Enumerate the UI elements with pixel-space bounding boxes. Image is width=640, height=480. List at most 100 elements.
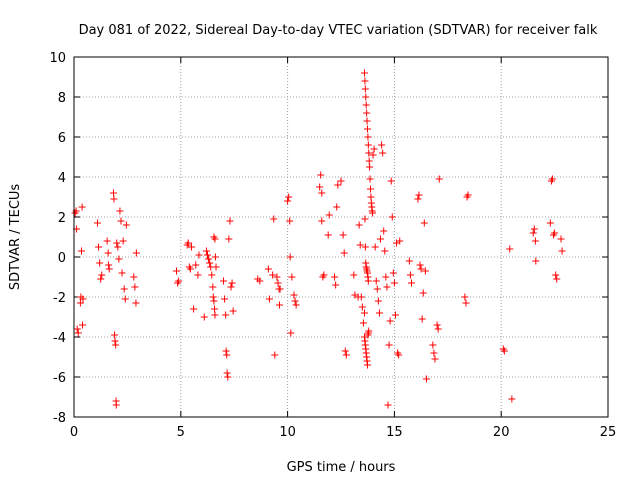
data-point	[227, 283, 235, 291]
data-point	[208, 271, 216, 279]
data-point	[275, 301, 283, 309]
data-point	[529, 229, 537, 237]
data-point	[131, 283, 139, 291]
data-point	[284, 197, 292, 205]
data-point	[389, 269, 397, 277]
data-point	[363, 125, 371, 133]
data-point	[132, 249, 140, 257]
data-point	[429, 341, 437, 349]
data-point	[430, 349, 438, 357]
data-point	[365, 327, 373, 335]
data-point	[364, 141, 372, 149]
data-point	[93, 219, 101, 227]
data-point	[406, 271, 414, 279]
data-point	[116, 207, 124, 215]
data-point	[558, 247, 566, 255]
data-point	[211, 311, 219, 319]
data-point	[360, 69, 368, 77]
data-point	[256, 277, 264, 285]
y-tick-label: -4	[53, 331, 66, 346]
data-point	[111, 337, 119, 345]
data-point	[113, 239, 121, 247]
data-point	[435, 175, 443, 183]
y-tick-label: -8	[53, 411, 66, 426]
x-tick-label: 5	[177, 425, 185, 440]
data-point	[324, 231, 332, 239]
data-point	[122, 221, 130, 229]
data-point	[224, 373, 232, 381]
data-point	[361, 77, 369, 85]
data-point	[225, 235, 233, 243]
data-point	[211, 305, 219, 313]
y-tick-label: 0	[58, 251, 66, 266]
data-point	[119, 237, 127, 245]
data-point	[370, 145, 378, 153]
data-point	[76, 299, 84, 307]
data-point	[292, 301, 300, 309]
data-point	[130, 273, 138, 281]
y-tick-label: 2	[58, 211, 66, 226]
data-point	[551, 229, 559, 237]
data-point	[212, 263, 220, 271]
data-point	[206, 259, 214, 267]
data-point	[332, 281, 340, 289]
y-tick-label: 8	[58, 91, 66, 106]
x-axis-label: GPS time / hours	[287, 460, 396, 475]
data-point	[331, 273, 339, 281]
data-point	[364, 277, 372, 285]
data-point	[205, 255, 213, 263]
data-point	[226, 217, 234, 225]
data-point	[418, 315, 426, 323]
data-point	[369, 209, 377, 217]
data-point	[342, 351, 350, 359]
data-point	[194, 271, 202, 279]
data-point	[337, 177, 345, 185]
data-point	[384, 401, 392, 409]
data-point	[374, 297, 382, 305]
x-tick-label: 15	[386, 425, 403, 440]
data-point	[78, 203, 86, 211]
plot-frame	[73, 56, 609, 418]
data-point	[223, 369, 231, 377]
x-tick-label: 0	[70, 425, 78, 440]
data-point	[357, 293, 365, 301]
data-point	[97, 275, 105, 283]
data-point	[105, 265, 113, 273]
data-point	[385, 341, 393, 349]
data-point	[273, 273, 281, 281]
data-point	[186, 265, 194, 273]
data-point	[415, 191, 423, 199]
data-point	[112, 341, 120, 349]
data-point	[341, 347, 349, 355]
data-point	[378, 141, 386, 149]
data-point	[105, 261, 113, 269]
data-point	[229, 307, 237, 315]
data-point	[340, 249, 348, 257]
data-point	[200, 313, 208, 321]
data-point	[362, 93, 370, 101]
data-point	[291, 297, 299, 305]
y-tick-label: 4	[58, 171, 66, 186]
data-point	[190, 305, 198, 313]
data-point	[371, 243, 379, 251]
data-point	[531, 237, 539, 245]
data-point	[377, 235, 385, 243]
x-tick-label: 10	[279, 425, 296, 440]
y-tick-label: 10	[49, 51, 66, 66]
data-point	[334, 181, 342, 189]
data-point	[532, 257, 540, 265]
data-point	[173, 267, 181, 275]
data-point	[111, 331, 119, 339]
data-point	[115, 255, 123, 263]
data-point	[118, 269, 126, 277]
data-point	[407, 279, 415, 287]
data-point	[288, 273, 296, 281]
data-point	[339, 231, 347, 239]
data-point	[320, 271, 328, 279]
data-point	[366, 163, 374, 171]
data-point	[73, 325, 81, 333]
axis-ticks: 0 5 10 15 20 25 -8 -6 -4 -2 0 2 4 6 8 10	[49, 51, 616, 440]
data-point	[414, 195, 422, 203]
data-point	[420, 219, 428, 227]
data-point	[391, 311, 399, 319]
